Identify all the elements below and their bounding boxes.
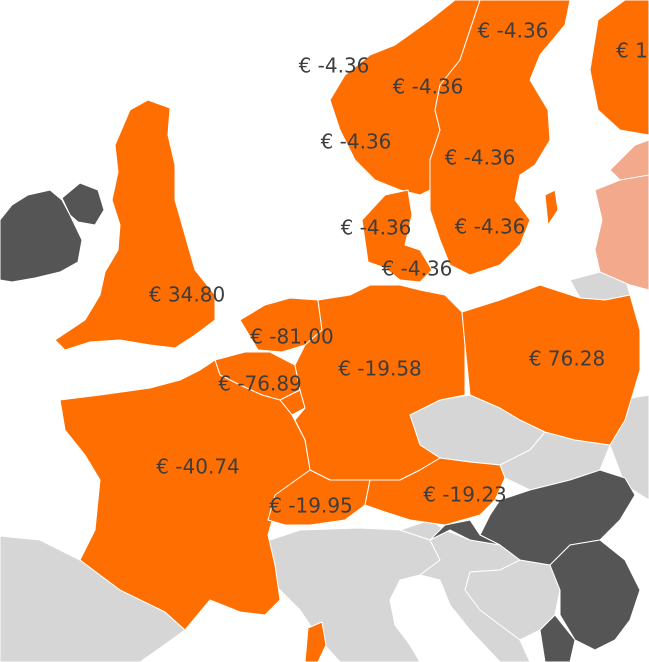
region-great-britain	[54, 99, 216, 351]
region-finland	[589, 0, 649, 136]
region-corsica	[304, 621, 327, 662]
label-switzerland: € -19.95	[269, 494, 353, 518]
label-poland: € 76.28	[529, 347, 605, 371]
label-norway-south: € -4.36	[321, 130, 392, 154]
region-poland	[461, 284, 641, 446]
region-sweden	[429, 0, 571, 276]
label-france: € -40.74	[156, 455, 240, 479]
label-norway-north: € -4.36	[299, 54, 370, 78]
label-sweden-south: € -4.36	[455, 215, 526, 239]
region-estonia	[609, 139, 649, 181]
region-ireland	[0, 189, 83, 283]
label-denmark-west: € -4.36	[341, 216, 412, 240]
region-gotland	[544, 189, 559, 226]
region-denmark	[361, 189, 433, 283]
label-finland: € 1	[616, 39, 648, 63]
label-belgium: € -76.89	[218, 372, 302, 396]
region-switzerland	[267, 469, 371, 526]
price-labels: € -4.36 € 1 € -4.36 € -4.36 € -4.36 € -4…	[149, 19, 648, 518]
label-denmark-east: € -4.36	[382, 257, 453, 281]
region-serbia	[549, 539, 641, 651]
region-montenegro	[539, 614, 576, 662]
label-norway-central: € -4.36	[393, 75, 464, 99]
label-austria: € -19.23	[423, 483, 507, 507]
label-germany: € -19.58	[338, 357, 422, 381]
label-netherlands: € -81.00	[250, 325, 334, 349]
label-great-britain: € 34.80	[149, 283, 225, 307]
region-baltics	[594, 174, 649, 291]
region-austria	[364, 457, 506, 526]
region-northern-ireland	[61, 182, 105, 226]
region-france	[59, 359, 311, 631]
label-sweden-north: € -4.36	[478, 19, 549, 43]
label-sweden-central: € -4.36	[445, 146, 516, 170]
